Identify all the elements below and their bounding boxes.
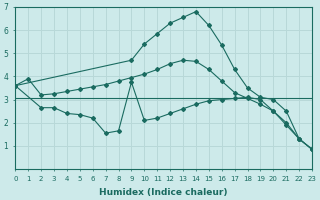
X-axis label: Humidex (Indice chaleur): Humidex (Indice chaleur) <box>100 188 228 197</box>
